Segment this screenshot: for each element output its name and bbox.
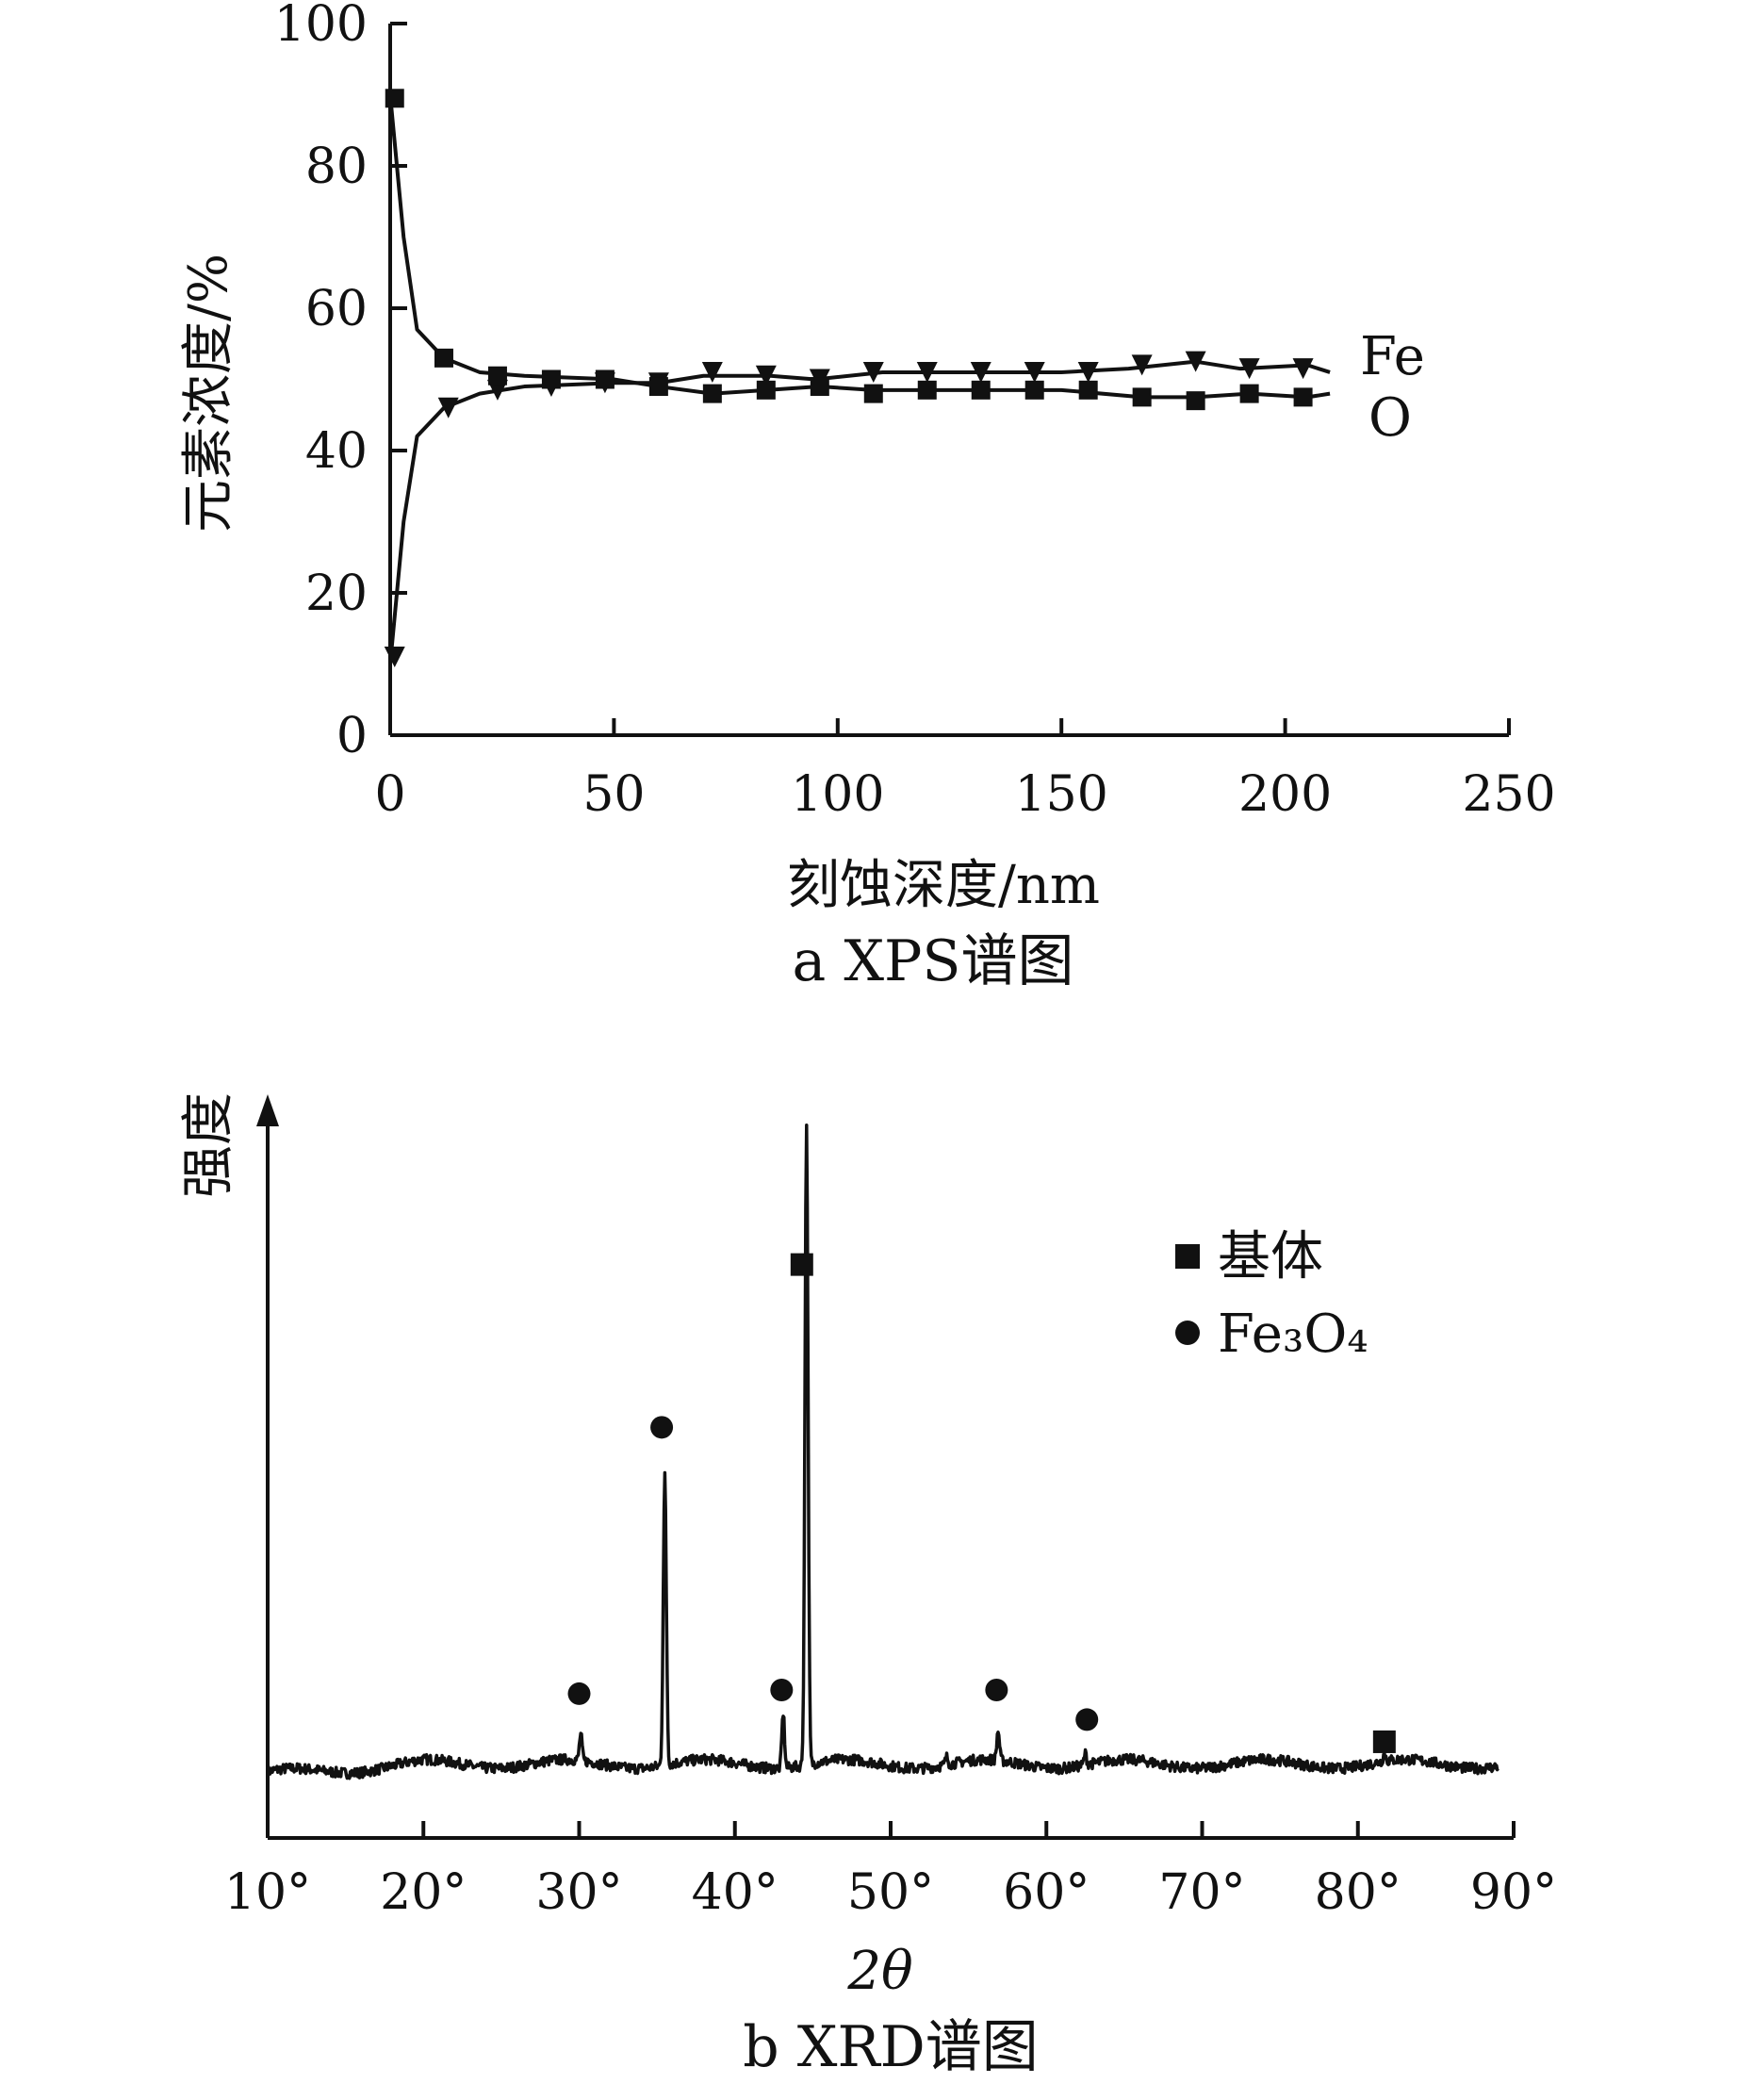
xps-point-fe xyxy=(701,361,723,383)
xps-caption: a XPS谱图 xyxy=(792,928,1073,994)
legend-label-matrix: 基体 xyxy=(1218,1226,1323,1288)
xrd-fe3o4-marker xyxy=(1075,1708,1099,1731)
xps-point-o xyxy=(434,348,453,368)
xrd-chart: 10° 20° 30° 40° 50° 60° 70° 80° 90° 基体 Fe₃O₄ 2θ … xyxy=(178,1092,1557,2080)
xrd-fe3o4-marker xyxy=(985,1679,1008,1701)
xps-point-o xyxy=(810,377,829,397)
xps-y-tick-label: 80 xyxy=(305,139,368,195)
xps-point-fe xyxy=(1131,354,1153,376)
xrd-ticks: 10° 20° 30° 40° 50° 60° 70° 80° 90° xyxy=(224,1821,1557,1921)
xrd-x-axis-title: 2θ xyxy=(846,1941,912,2002)
xps-point-o xyxy=(1132,387,1152,407)
xrd-fe3o4-marker xyxy=(567,1682,591,1705)
xps-point-fe xyxy=(1024,361,1045,383)
xps-y-tick-label: 100 xyxy=(274,0,368,53)
xps-point-fe xyxy=(755,365,777,386)
xps-point-o xyxy=(1186,391,1205,411)
xps-series-label-fe: Fe xyxy=(1360,326,1425,387)
xps-series-line-fe xyxy=(388,359,1331,664)
xrd-phase-markers xyxy=(567,1253,1396,1753)
xrd-y-axis-title: 强度 xyxy=(178,1092,239,1198)
xps-point-o xyxy=(648,377,668,397)
legend-square-marker xyxy=(1175,1244,1200,1269)
xps-point-o xyxy=(863,384,883,403)
xrd-x-tick-label: 90° xyxy=(1470,1864,1557,1921)
xps-y-axis-title: 元素浓度/% xyxy=(178,254,239,533)
xps-point-o xyxy=(541,369,561,389)
xrd-x-tick-label: 20° xyxy=(380,1864,467,1921)
xps-series xyxy=(384,89,1331,667)
xrd-y-axis-arrow xyxy=(256,1094,279,1126)
xps-y-tick-label: 20 xyxy=(305,566,368,622)
legend-circle-marker xyxy=(1175,1321,1200,1345)
xps-chart: 0 50 100 150 200 250 0 20 40 60 80 100 刻蚀深度/nm 元素浓度… xyxy=(178,0,1556,994)
xrd-pattern-line xyxy=(266,1123,1499,1780)
xps-point-o xyxy=(385,89,404,108)
xps-point-fe xyxy=(384,646,405,667)
xps-x-axis-title: 刻蚀深度/nm xyxy=(787,855,1100,916)
xps-axes xyxy=(388,24,1509,737)
xps-point-o xyxy=(756,380,776,400)
xps-x-tick-label: 50 xyxy=(582,766,645,823)
xps-x-tick-label: 200 xyxy=(1238,766,1332,823)
xrd-matrix-marker xyxy=(1372,1730,1396,1753)
xrd-fe3o4-marker xyxy=(650,1416,674,1439)
xps-ticks: 0 50 100 150 200 250 0 20 40 60 80 100 xyxy=(274,0,1556,823)
xps-point-o xyxy=(1078,380,1098,400)
xps-point-o xyxy=(1239,384,1259,403)
xps-point-fe xyxy=(1185,351,1206,372)
xps-point-fe xyxy=(1238,358,1260,380)
xrd-x-tick-label: 70° xyxy=(1158,1864,1245,1921)
xps-point-fe xyxy=(970,361,991,383)
xps-point-fe xyxy=(1292,358,1314,380)
xps-x-tick-label: 100 xyxy=(791,766,884,823)
xps-point-o xyxy=(1024,380,1044,400)
xrd-axes xyxy=(256,1094,1514,1840)
xps-point-o xyxy=(917,380,937,400)
xrd-x-tick-label: 50° xyxy=(847,1864,934,1921)
xps-point-fe xyxy=(862,361,884,383)
xps-y-tick-label: 0 xyxy=(336,708,368,764)
xps-point-o xyxy=(487,366,507,386)
xrd-x-tick-label: 60° xyxy=(1003,1864,1090,1921)
xps-series-label-o: O xyxy=(1368,387,1412,449)
xrd-x-tick-label: 80° xyxy=(1315,1864,1401,1921)
xrd-matrix-marker xyxy=(790,1253,813,1276)
xps-point-fe xyxy=(437,397,459,418)
xrd-legend: 基体 Fe₃O₄ xyxy=(1175,1226,1368,1365)
xps-y-tick-label: 60 xyxy=(305,281,368,337)
xps-y-tick-label: 40 xyxy=(305,423,368,480)
xps-point-fe xyxy=(1077,361,1099,383)
xrd-x-tick-label: 10° xyxy=(224,1864,311,1921)
xps-x-tick-label: 0 xyxy=(374,766,405,823)
xps-point-o xyxy=(702,384,722,403)
xrd-x-tick-label: 30° xyxy=(535,1864,622,1921)
xrd-x-tick-label: 40° xyxy=(692,1864,778,1921)
legend-label-fe3o4: Fe₃O₄ xyxy=(1218,1304,1368,1365)
xrd-fe3o4-marker xyxy=(770,1679,794,1701)
xps-x-tick-label: 150 xyxy=(1015,766,1108,823)
xps-point-o xyxy=(971,380,991,400)
xps-x-tick-label: 250 xyxy=(1462,766,1555,823)
xps-point-o xyxy=(595,369,615,389)
xps-point-o xyxy=(1293,387,1313,407)
xrd-caption: b XRD谱图 xyxy=(743,2014,1038,2080)
xps-point-fe xyxy=(916,361,938,383)
